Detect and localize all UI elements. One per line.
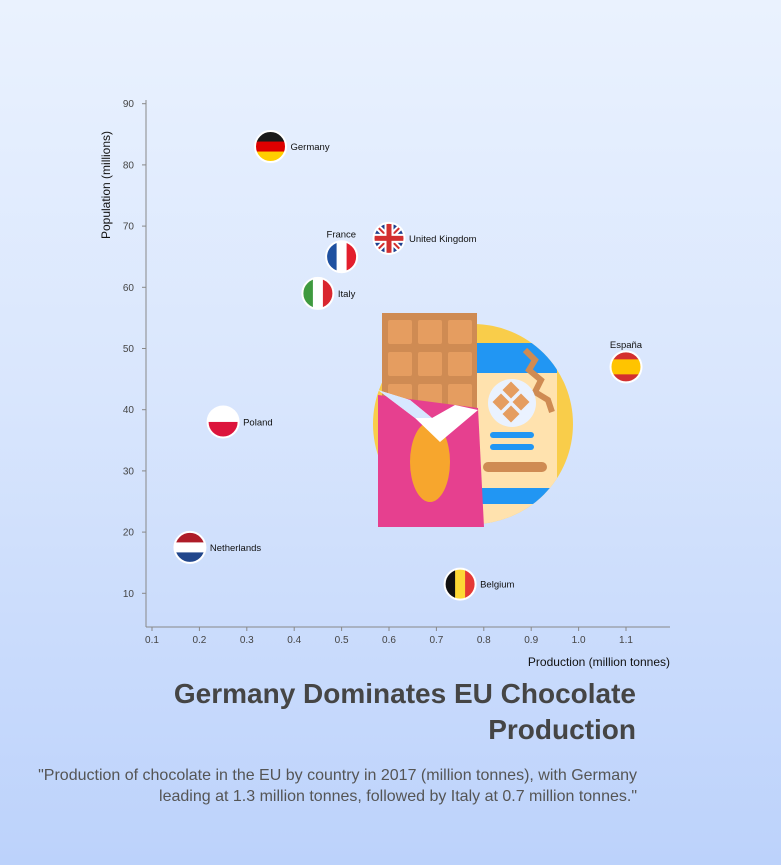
- point-label: Italy: [338, 289, 356, 300]
- x-tick-label: 0.2: [192, 635, 206, 646]
- scatter-point: [301, 276, 335, 310]
- y-tick-label: 50: [123, 344, 135, 355]
- belgium-flag-icon: [445, 569, 476, 600]
- uk-flag-icon: [374, 223, 404, 254]
- y-tick-label: 20: [123, 528, 135, 539]
- scatter-point: [206, 405, 240, 439]
- point-label: Germany: [291, 142, 330, 153]
- y-tick-label: 60: [123, 283, 135, 294]
- x-tick-label: 1.1: [619, 635, 633, 646]
- chocolate-bar-icon: [373, 313, 573, 527]
- y-tick-label: 30: [123, 466, 135, 477]
- chart-title: Germany Dominates EU Chocolate Productio…: [173, 678, 636, 745]
- x-tick-label: 0.5: [335, 635, 349, 646]
- scatter-point: [372, 221, 406, 255]
- point-label: Belgium: [480, 580, 514, 591]
- x-tick-label: 0.7: [429, 635, 443, 646]
- point-label: France: [327, 230, 357, 241]
- y-tick-label: 90: [123, 99, 135, 110]
- y-tick-label: 10: [123, 589, 135, 600]
- spain-flag-icon: [611, 351, 641, 382]
- y-tick-label: 80: [123, 160, 135, 171]
- scatter-point: [609, 350, 643, 384]
- point-label: Netherlands: [210, 543, 261, 554]
- scatter-point: [443, 567, 477, 601]
- scatter-point: [325, 240, 359, 274]
- y-tick-label: 70: [123, 222, 135, 233]
- y-axis-ticks: 10 20 30 40 50 60 70 80 90: [123, 99, 146, 600]
- y-axis-label: Population (millions): [99, 131, 113, 239]
- point-label: España: [610, 340, 643, 351]
- chart-subtitle: "Production of chocolate in the EU by co…: [38, 767, 637, 805]
- x-tick-label: 0.4: [287, 635, 301, 646]
- germany-flag-icon: [255, 131, 286, 162]
- x-tick-label: 0.9: [524, 635, 538, 646]
- x-tick-label: 0.8: [477, 635, 491, 646]
- point-label: United Kingdom: [409, 234, 477, 245]
- scatter-point: [173, 530, 207, 564]
- x-axis-ticks: 0.1 0.2 0.3 0.4 0.5 0.6 0.7 0.8 0.9 1.0 1.1: [145, 627, 633, 646]
- italy-flag-icon: [302, 278, 333, 309]
- x-tick-label: 1.0: [572, 635, 586, 646]
- x-tick-label: 0.6: [382, 635, 396, 646]
- scatter-point: [254, 130, 287, 164]
- france-flag-icon: [326, 241, 357, 272]
- x-tick-label: 0.3: [240, 635, 254, 646]
- x-axis-label: Production (million tonnes): [528, 655, 670, 669]
- point-label: Poland: [243, 417, 273, 428]
- netherlands-flag-icon: [174, 532, 205, 563]
- x-tick-label: 0.1: [145, 635, 159, 646]
- y-tick-label: 40: [123, 405, 135, 416]
- data-points: Germany France United Kingdom Italy España Po…: [173, 130, 643, 601]
- poland-flag-icon: [208, 406, 239, 437]
